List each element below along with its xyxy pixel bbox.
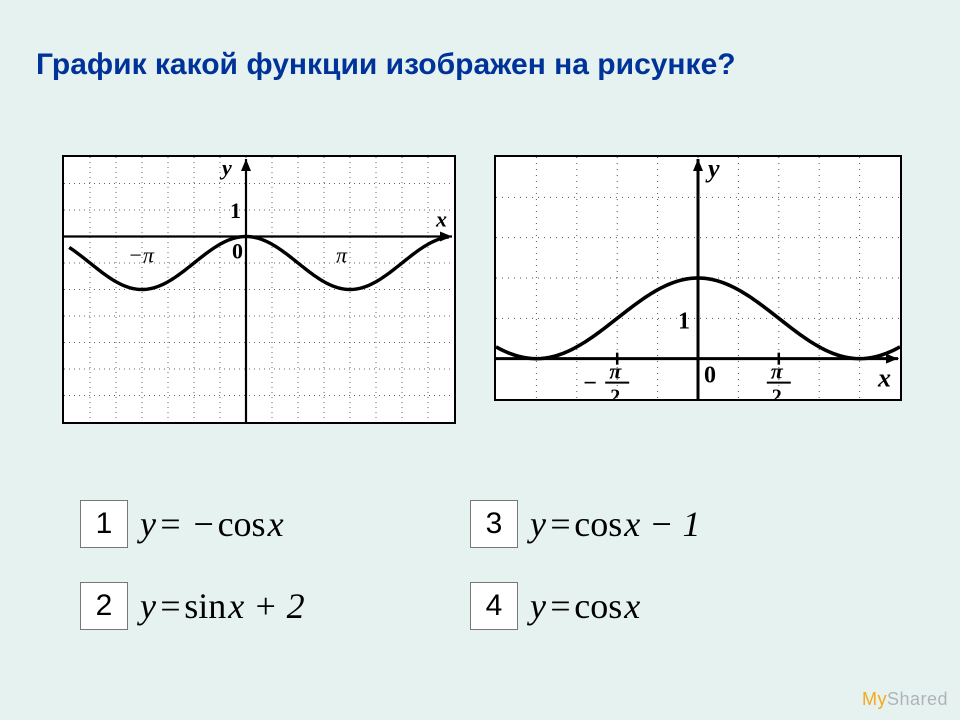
svg-text:π: π [771, 359, 784, 384]
svg-text:x: x [877, 364, 891, 393]
chart-left: 0 1 x y −π π [62, 155, 456, 424]
answers-grid: 1 y = −cos x 3 y = cos x − 1 2 y = sin x… [80, 500, 860, 630]
answer-formula-2: y = sin x + 2 [140, 585, 470, 627]
chart-right: 01xy−π2π2 [494, 155, 902, 401]
svg-text:−: − [583, 371, 597, 397]
watermark-part2: Shared [887, 689, 948, 709]
svg-text:−π: −π [128, 243, 155, 268]
svg-text:2: 2 [772, 386, 782, 399]
answer-button-1[interactable]: 1 [80, 500, 128, 548]
svg-text:π: π [336, 243, 348, 268]
answer-button-4[interactable]: 4 [470, 582, 518, 630]
answer-formula-3: y = cos x − 1 [530, 503, 860, 545]
answer-button-2[interactable]: 2 [80, 582, 128, 630]
svg-text:x: x [435, 207, 447, 232]
svg-text:π: π [609, 359, 622, 384]
page-title: График какой функции изображен на рисунк… [36, 48, 736, 82]
watermark-part1: My [862, 689, 887, 709]
svg-text:2: 2 [610, 386, 620, 399]
svg-text:0: 0 [704, 363, 716, 389]
watermark: MyShared [862, 689, 948, 710]
answer-button-3[interactable]: 3 [470, 500, 518, 548]
svg-text:0: 0 [232, 239, 243, 264]
svg-text:1: 1 [678, 308, 690, 334]
answer-formula-1: y = −cos x [140, 503, 470, 545]
svg-text:1: 1 [230, 198, 241, 223]
svg-text:y: y [219, 157, 232, 180]
svg-text:y: y [705, 157, 720, 183]
answer-formula-4: y = cos x [530, 585, 860, 627]
